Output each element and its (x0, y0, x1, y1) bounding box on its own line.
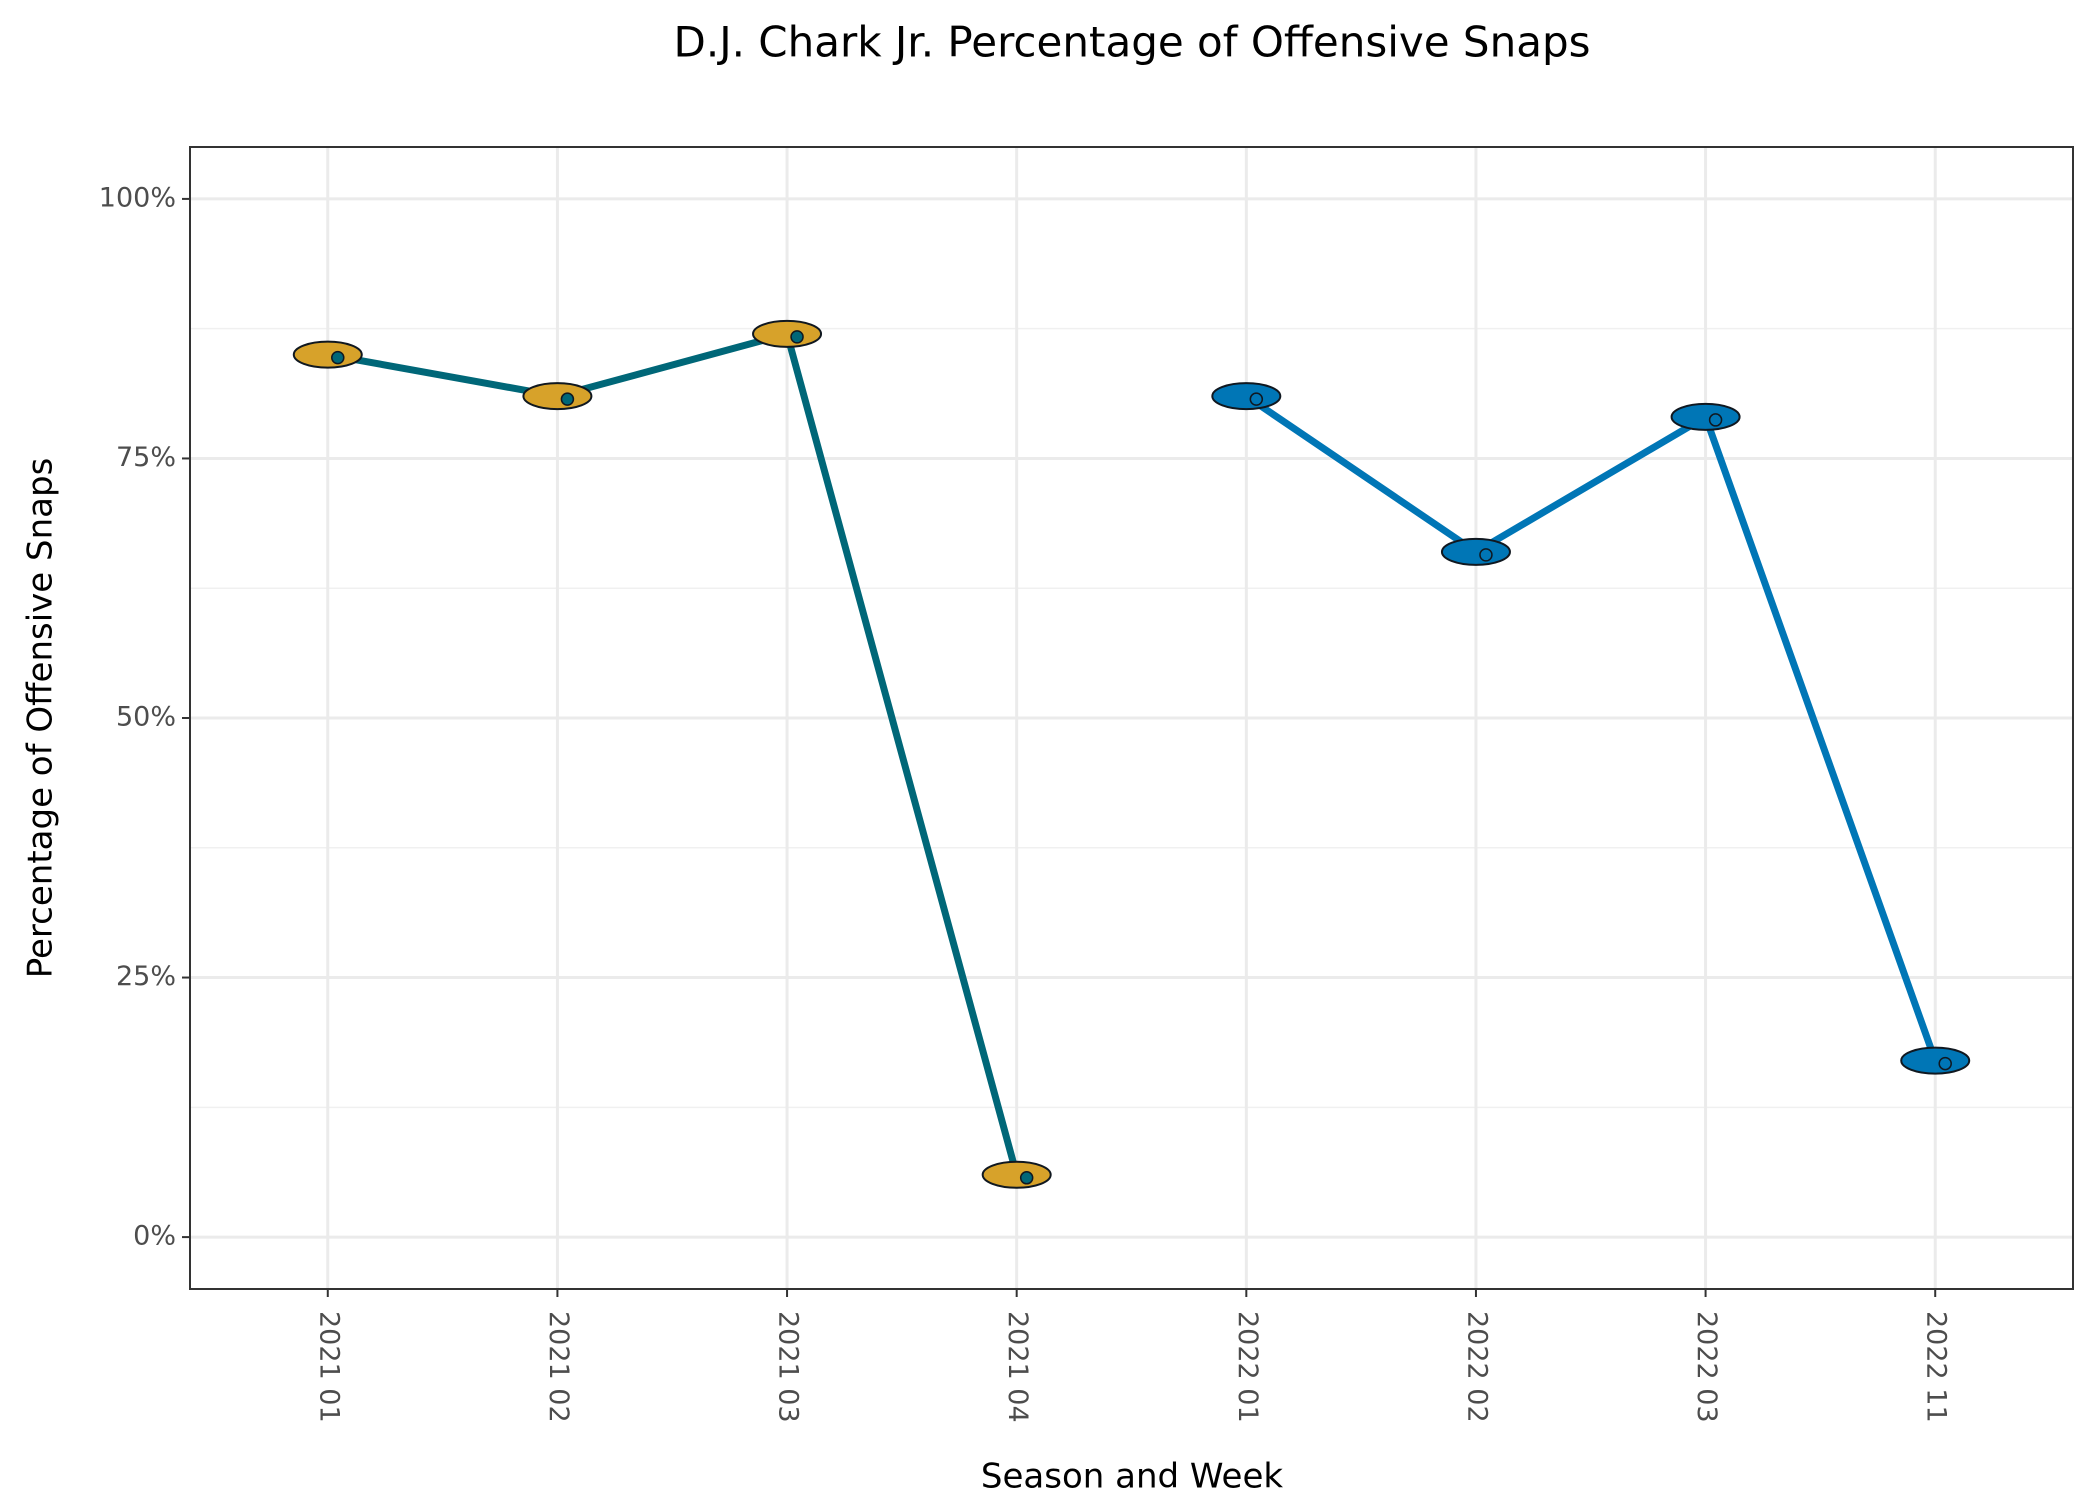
logo-body (1211, 382, 1282, 411)
logo-body (752, 319, 823, 348)
team-logo-marker (1670, 402, 1741, 431)
team-logo-marker (752, 319, 823, 348)
logo-body (522, 382, 593, 411)
logo-eye (331, 350, 345, 365)
logo-body (1670, 402, 1741, 431)
logo-body (1900, 1046, 1971, 1075)
y-tick-label: 25% (116, 961, 176, 992)
y-tick-label: 75% (116, 442, 176, 473)
x-axis-title: Season and Week (981, 1457, 1283, 1497)
x-tick-label: 2022 02 (1461, 1311, 1492, 1423)
team-logo-marker (981, 1160, 1052, 1189)
x-tick-label: 2021 03 (773, 1311, 804, 1423)
team-logo-marker (1440, 537, 1511, 566)
x-tick-label: 2021 02 (543, 1311, 574, 1423)
logo-body (292, 340, 363, 369)
team-logo-marker (1900, 1046, 1971, 1075)
x-tick-label: 2022 01 (1232, 1311, 1263, 1423)
logo-eye (1479, 548, 1493, 562)
x-tick-label: 2021 04 (1002, 1311, 1033, 1423)
logo-body (1440, 537, 1511, 566)
logo-eye (560, 392, 575, 406)
chart-title: D.J. Chark Jr. Percentage of Offensive S… (674, 18, 1591, 67)
logo-eye (1708, 413, 1723, 427)
y-tick-label: 0% (133, 1221, 176, 1252)
x-tick-label: 2022 11 (1921, 1311, 1952, 1423)
team-logo-marker (1211, 382, 1282, 411)
x-tick-label: 2021 01 (313, 1311, 344, 1423)
logo-eye (1938, 1056, 1952, 1071)
y-axis-title: Percentage of Offensive Snaps (21, 458, 61, 979)
logo-body (981, 1160, 1052, 1189)
team-logo-marker (292, 340, 363, 369)
team-logo-marker (522, 382, 593, 411)
plot-border (189, 146, 2074, 1290)
logo-eye (790, 330, 804, 344)
x-tick-label: 2022 03 (1691, 1311, 1722, 1423)
y-tick-label: 50% (116, 702, 176, 733)
logo-eye (1249, 392, 1264, 406)
y-tick-label: 100% (99, 182, 176, 213)
logo-eye (1019, 1171, 1034, 1185)
series-line (1244, 393, 1939, 1062)
series-line (327, 330, 1021, 1176)
